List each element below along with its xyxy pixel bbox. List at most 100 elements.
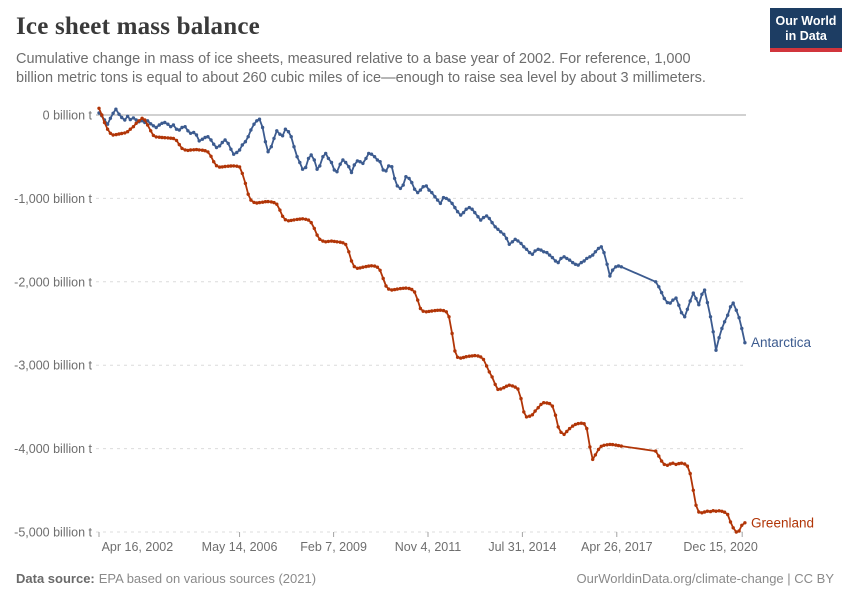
data-source: Data source: EPA based on various sources… — [16, 571, 316, 586]
data-point-greenland — [332, 239, 336, 244]
data-point-antarctica — [487, 216, 491, 221]
data-point-greenland — [381, 276, 385, 281]
data-point-greenland — [424, 310, 428, 314]
data-point-greenland — [278, 208, 282, 212]
data-point-greenland — [194, 147, 199, 152]
data-point-antarctica — [683, 315, 687, 319]
data-point-antarctica — [194, 133, 199, 137]
data-point-antarctica — [427, 188, 431, 192]
data-point-greenland — [605, 443, 609, 447]
data-point-greenland — [217, 165, 222, 169]
y-tick-label: -2,000 billion t — [14, 275, 92, 289]
data-point-antarctica — [183, 125, 187, 129]
data-point-greenland — [407, 286, 411, 291]
series-label-greenland[interactable]: Greenland — [751, 515, 814, 530]
data-point-greenland — [401, 286, 405, 290]
owid-license-link[interactable]: OurWorldinData.org/climate-change | CC B… — [576, 571, 834, 586]
series-line-greenland — [98, 107, 746, 533]
data-point-greenland — [499, 387, 503, 391]
data-point-antarctica — [235, 150, 239, 155]
data-point-antarctica — [708, 315, 713, 319]
data-point-greenland — [513, 385, 517, 389]
data-point-greenland — [134, 121, 138, 126]
data-point-antarctica — [398, 186, 403, 191]
data-point-antarctica — [407, 176, 411, 181]
data-point-antarctica — [209, 138, 213, 142]
x-tick-label: Feb 7, 2009 — [300, 540, 367, 554]
data-point-greenland — [740, 523, 744, 527]
data-point-greenland — [257, 200, 262, 205]
data-point-antarctica — [358, 160, 362, 164]
data-point-greenland — [143, 118, 147, 122]
data-point-antarctica — [220, 140, 224, 145]
data-point-antarctica — [324, 151, 328, 156]
data-point-greenland — [137, 119, 141, 123]
data-point-antarctica — [717, 336, 721, 340]
data-point-greenland — [300, 217, 305, 221]
data-point-greenland — [674, 462, 678, 467]
data-point-greenland — [166, 136, 170, 140]
data-point-antarctica — [412, 187, 417, 191]
data-point-antarctica — [392, 176, 397, 181]
data-point-antarctica — [275, 129, 279, 133]
data-point-greenland — [573, 422, 578, 427]
x-tick-label: May 14, 2006 — [202, 540, 278, 554]
data-point-antarctica — [464, 207, 468, 211]
data-point-greenland — [662, 462, 666, 467]
data-point-greenland — [619, 444, 623, 448]
data-point-antarctica — [499, 230, 503, 234]
data-point-greenland — [688, 471, 692, 476]
data-point-antarctica — [726, 313, 730, 317]
data-point-antarctica — [166, 122, 170, 126]
data-point-greenland — [226, 164, 230, 168]
data-point-antarctica — [249, 128, 253, 132]
data-point-antarctica — [295, 155, 299, 159]
data-point-greenland — [286, 219, 291, 223]
data-point-greenland — [470, 354, 474, 358]
data-point-greenland — [344, 242, 348, 247]
data-point-antarctica — [280, 134, 285, 138]
data-point-antarctica — [375, 158, 380, 162]
data-point-greenland — [197, 148, 201, 152]
data-point-antarctica — [355, 159, 360, 163]
data-point-antarctica — [453, 205, 457, 210]
data-point-greenland — [550, 404, 555, 408]
data-point-greenland — [694, 503, 698, 507]
data-point-greenland — [404, 286, 408, 290]
data-point-antarctica — [134, 118, 138, 122]
y-tick-label: -4,000 billion t — [14, 442, 92, 456]
series-label-antarctica[interactable]: Antarctica — [751, 335, 812, 350]
data-point-antarctica — [539, 248, 543, 252]
data-point-antarctica — [243, 140, 248, 144]
data-point-greenland — [545, 401, 549, 405]
data-point-greenland — [576, 421, 580, 426]
data-point-antarctica — [169, 125, 173, 129]
owid-logo-line-1: Our World — [775, 14, 837, 28]
data-point-antarctica — [192, 130, 196, 135]
x-tick-label: Apr 26, 2017 — [581, 540, 653, 554]
data-point-antarctica — [315, 167, 319, 171]
data-point-greenland — [186, 148, 190, 153]
data-point-greenland — [243, 181, 248, 186]
data-point-greenland — [249, 198, 253, 202]
data-point-antarctica — [214, 145, 219, 150]
data-point-antarctica — [740, 326, 744, 331]
owid-logo[interactable]: Our World in Data — [770, 8, 842, 52]
data-point-greenland — [496, 387, 500, 392]
data-point-greenland — [329, 239, 334, 243]
data-point-greenland — [711, 509, 715, 513]
data-point-greenland — [269, 200, 273, 204]
data-point-greenland — [421, 309, 425, 313]
data-point-antarctica — [602, 250, 606, 255]
data-point-greenland — [275, 202, 279, 206]
data-point-greenland — [263, 200, 268, 204]
data-point-greenland — [504, 384, 509, 388]
data-point-antarctica — [387, 164, 391, 168]
y-tick-label: -5,000 billion t — [14, 526, 92, 540]
data-point-greenland — [321, 239, 325, 243]
data-point-antarctica — [329, 160, 334, 165]
x-tick-label: Apr 16, 2002 — [102, 540, 174, 554]
data-point-antarctica — [473, 210, 477, 215]
data-point-antarctica — [479, 218, 483, 222]
data-point-antarctica — [504, 236, 509, 241]
